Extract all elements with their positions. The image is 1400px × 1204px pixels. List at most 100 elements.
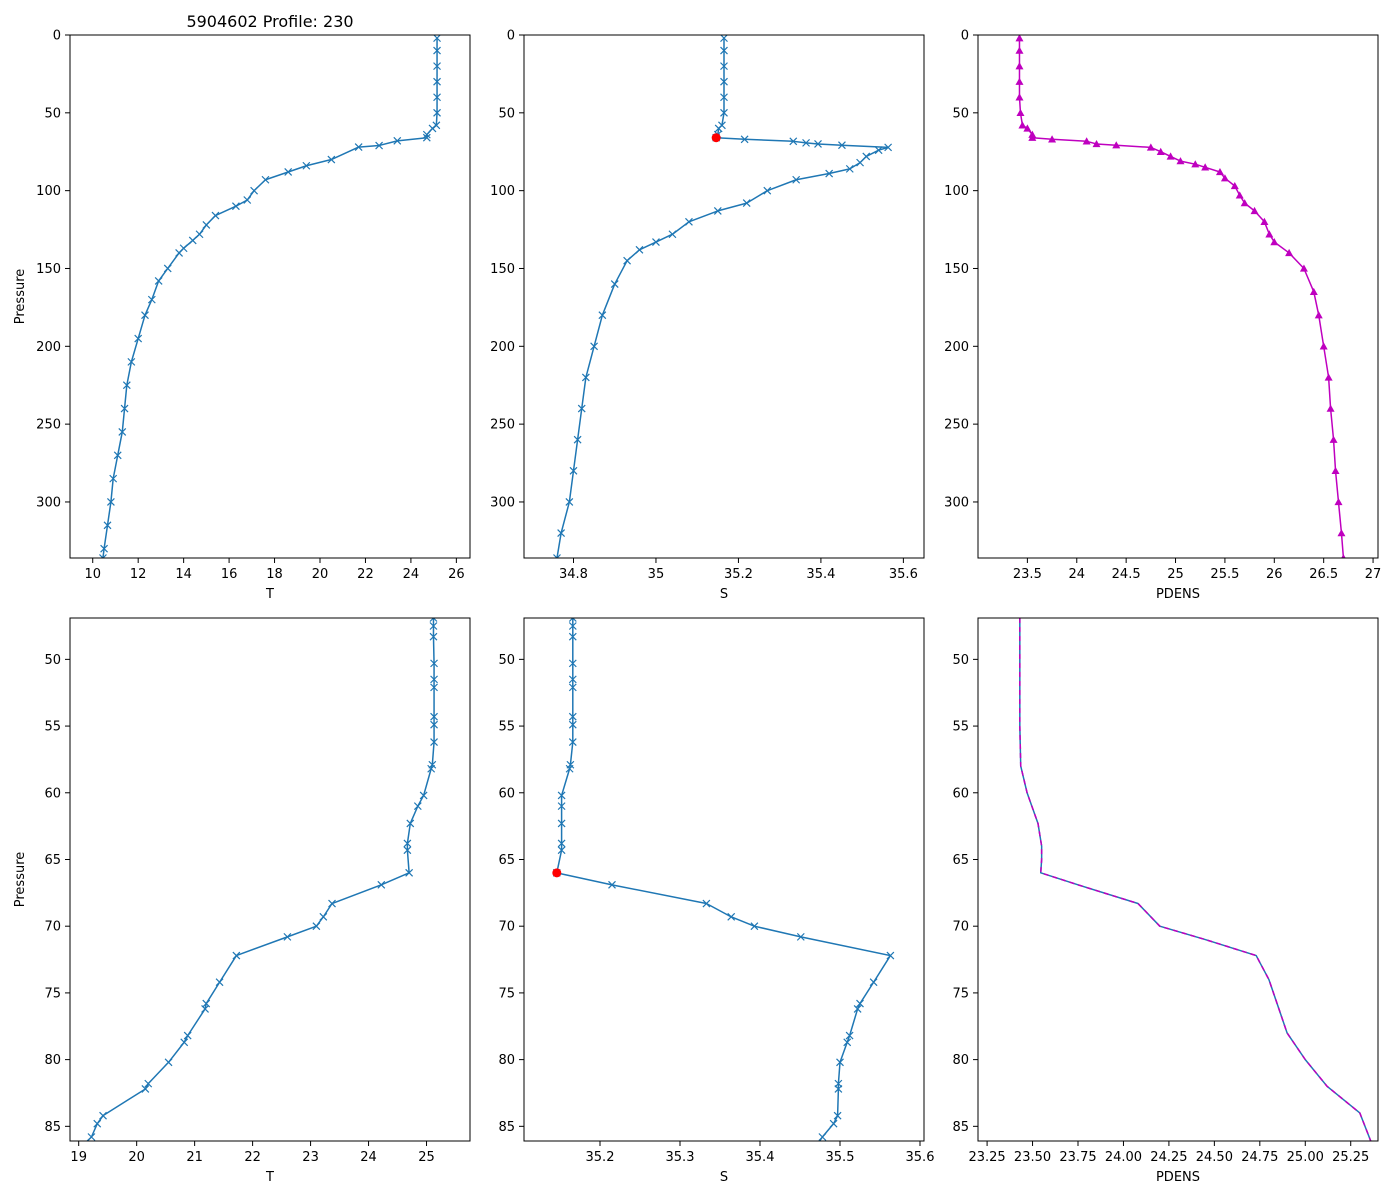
data-point	[403, 846, 412, 855]
data-point	[568, 659, 577, 668]
data-point	[413, 802, 422, 811]
data-point	[557, 846, 566, 855]
y-tick-label: 150	[944, 262, 969, 277]
x-tick-label: 25	[1167, 567, 1184, 582]
y-tick-label: 200	[490, 340, 515, 355]
data-point	[430, 720, 438, 729]
data-point	[141, 1085, 150, 1093]
data-point	[720, 62, 728, 71]
x-tick-label: 34.8	[559, 567, 588, 582]
y-tick-label: 70	[44, 920, 61, 935]
data-point	[1166, 152, 1175, 160]
data-point	[202, 220, 211, 229]
y-tick-label: 80	[952, 1053, 969, 1068]
x-axis-label: S	[720, 587, 728, 602]
y-axis-label: Pressure	[13, 269, 28, 325]
y-tick-label: 50	[498, 653, 515, 668]
series-line	[1019, 618, 1372, 1141]
data-point	[1015, 62, 1024, 70]
data-point	[557, 819, 566, 828]
figure-title: 5904602 Profile: 230	[186, 12, 353, 31]
data-point	[884, 143, 893, 152]
data-point	[406, 819, 415, 828]
data-point	[608, 880, 616, 889]
y-tick-label: 70	[952, 920, 969, 935]
data-point	[702, 899, 711, 908]
x-tick-label: 35.2	[724, 567, 753, 582]
x-axis-label: PDENS	[1156, 587, 1200, 602]
data-point	[215, 978, 224, 987]
data-point	[430, 712, 438, 721]
data-point	[652, 238, 660, 246]
data-point	[796, 932, 805, 941]
y-tick-label: 300	[944, 495, 969, 510]
data-point	[113, 451, 122, 460]
data-point	[422, 133, 431, 142]
data-point	[635, 245, 644, 254]
data-point	[211, 211, 220, 220]
x-tick-label: 35.3	[666, 1150, 695, 1165]
data-point	[838, 141, 846, 150]
y-tick-label: 85	[952, 1120, 969, 1135]
y-tick-label: 65	[952, 853, 969, 868]
x-tick-label: 27	[1365, 567, 1382, 582]
x-tick-label: 35	[648, 567, 665, 582]
y-tick-label: 250	[944, 418, 969, 433]
y-tick-label: 0	[961, 29, 969, 44]
data-point	[430, 683, 438, 692]
data-point	[433, 62, 441, 71]
data-point	[429, 618, 438, 622]
data-point	[100, 544, 109, 553]
data-point	[433, 77, 441, 86]
data-point	[433, 46, 441, 55]
y-tick-label: 50	[44, 106, 61, 121]
data-point	[164, 1058, 173, 1067]
top-density-plot-area	[1015, 35, 1346, 558]
data-point	[789, 137, 798, 146]
data-point	[1314, 311, 1323, 319]
series-line	[556, 618, 892, 1141]
data-point	[430, 659, 438, 668]
data-point	[127, 357, 136, 366]
y-tick-label: 80	[44, 1053, 61, 1068]
data-point	[598, 311, 607, 320]
data-point	[685, 217, 693, 226]
x-tick-label: 20	[128, 1150, 145, 1165]
x-tick-label: 16	[221, 567, 238, 582]
x-tick-label: 12	[130, 567, 147, 582]
x-axis-label: T	[265, 587, 274, 602]
data-point	[232, 951, 241, 960]
data-point	[829, 1119, 838, 1128]
data-point	[1220, 174, 1229, 182]
data-point	[183, 1031, 192, 1040]
data-point	[1023, 124, 1032, 132]
bottom-temperature-plot-area	[86, 618, 438, 1141]
data-point	[836, 1058, 844, 1067]
data-point	[1018, 121, 1027, 129]
data-point	[99, 1111, 107, 1120]
y-tick-label: 85	[498, 1120, 515, 1135]
data-point	[565, 764, 574, 773]
x-tick-label: 22	[244, 1150, 261, 1165]
data-point	[1092, 139, 1101, 148]
x-tick-label: 25.00	[1287, 1150, 1324, 1165]
data-point	[319, 912, 328, 921]
y-tick-label: 200	[36, 340, 61, 355]
x-tick-label: 25.5	[1210, 567, 1239, 582]
data-point	[568, 618, 577, 622]
top-temperature-axes: 10 12 14 16 18 20 22 24 26 0 50 100 150 200 250 300 T Pre…	[13, 29, 471, 602]
data-point	[727, 912, 736, 921]
x-tick-label: 24.25	[1150, 1150, 1187, 1165]
x-tick-label: 20	[312, 567, 329, 582]
y-tick-label: 100	[490, 184, 515, 199]
x-tick-label: 23.50	[1014, 1150, 1051, 1165]
data-point	[302, 161, 311, 170]
x-tick-label: 23.5	[1013, 567, 1042, 582]
data-point	[713, 206, 722, 215]
data-point	[163, 264, 172, 273]
data-point	[1048, 135, 1057, 143]
y-tick-label: 55	[44, 720, 61, 735]
data-point	[1176, 157, 1185, 165]
x-tick-label: 24	[403, 567, 420, 582]
data-point	[1235, 191, 1244, 199]
